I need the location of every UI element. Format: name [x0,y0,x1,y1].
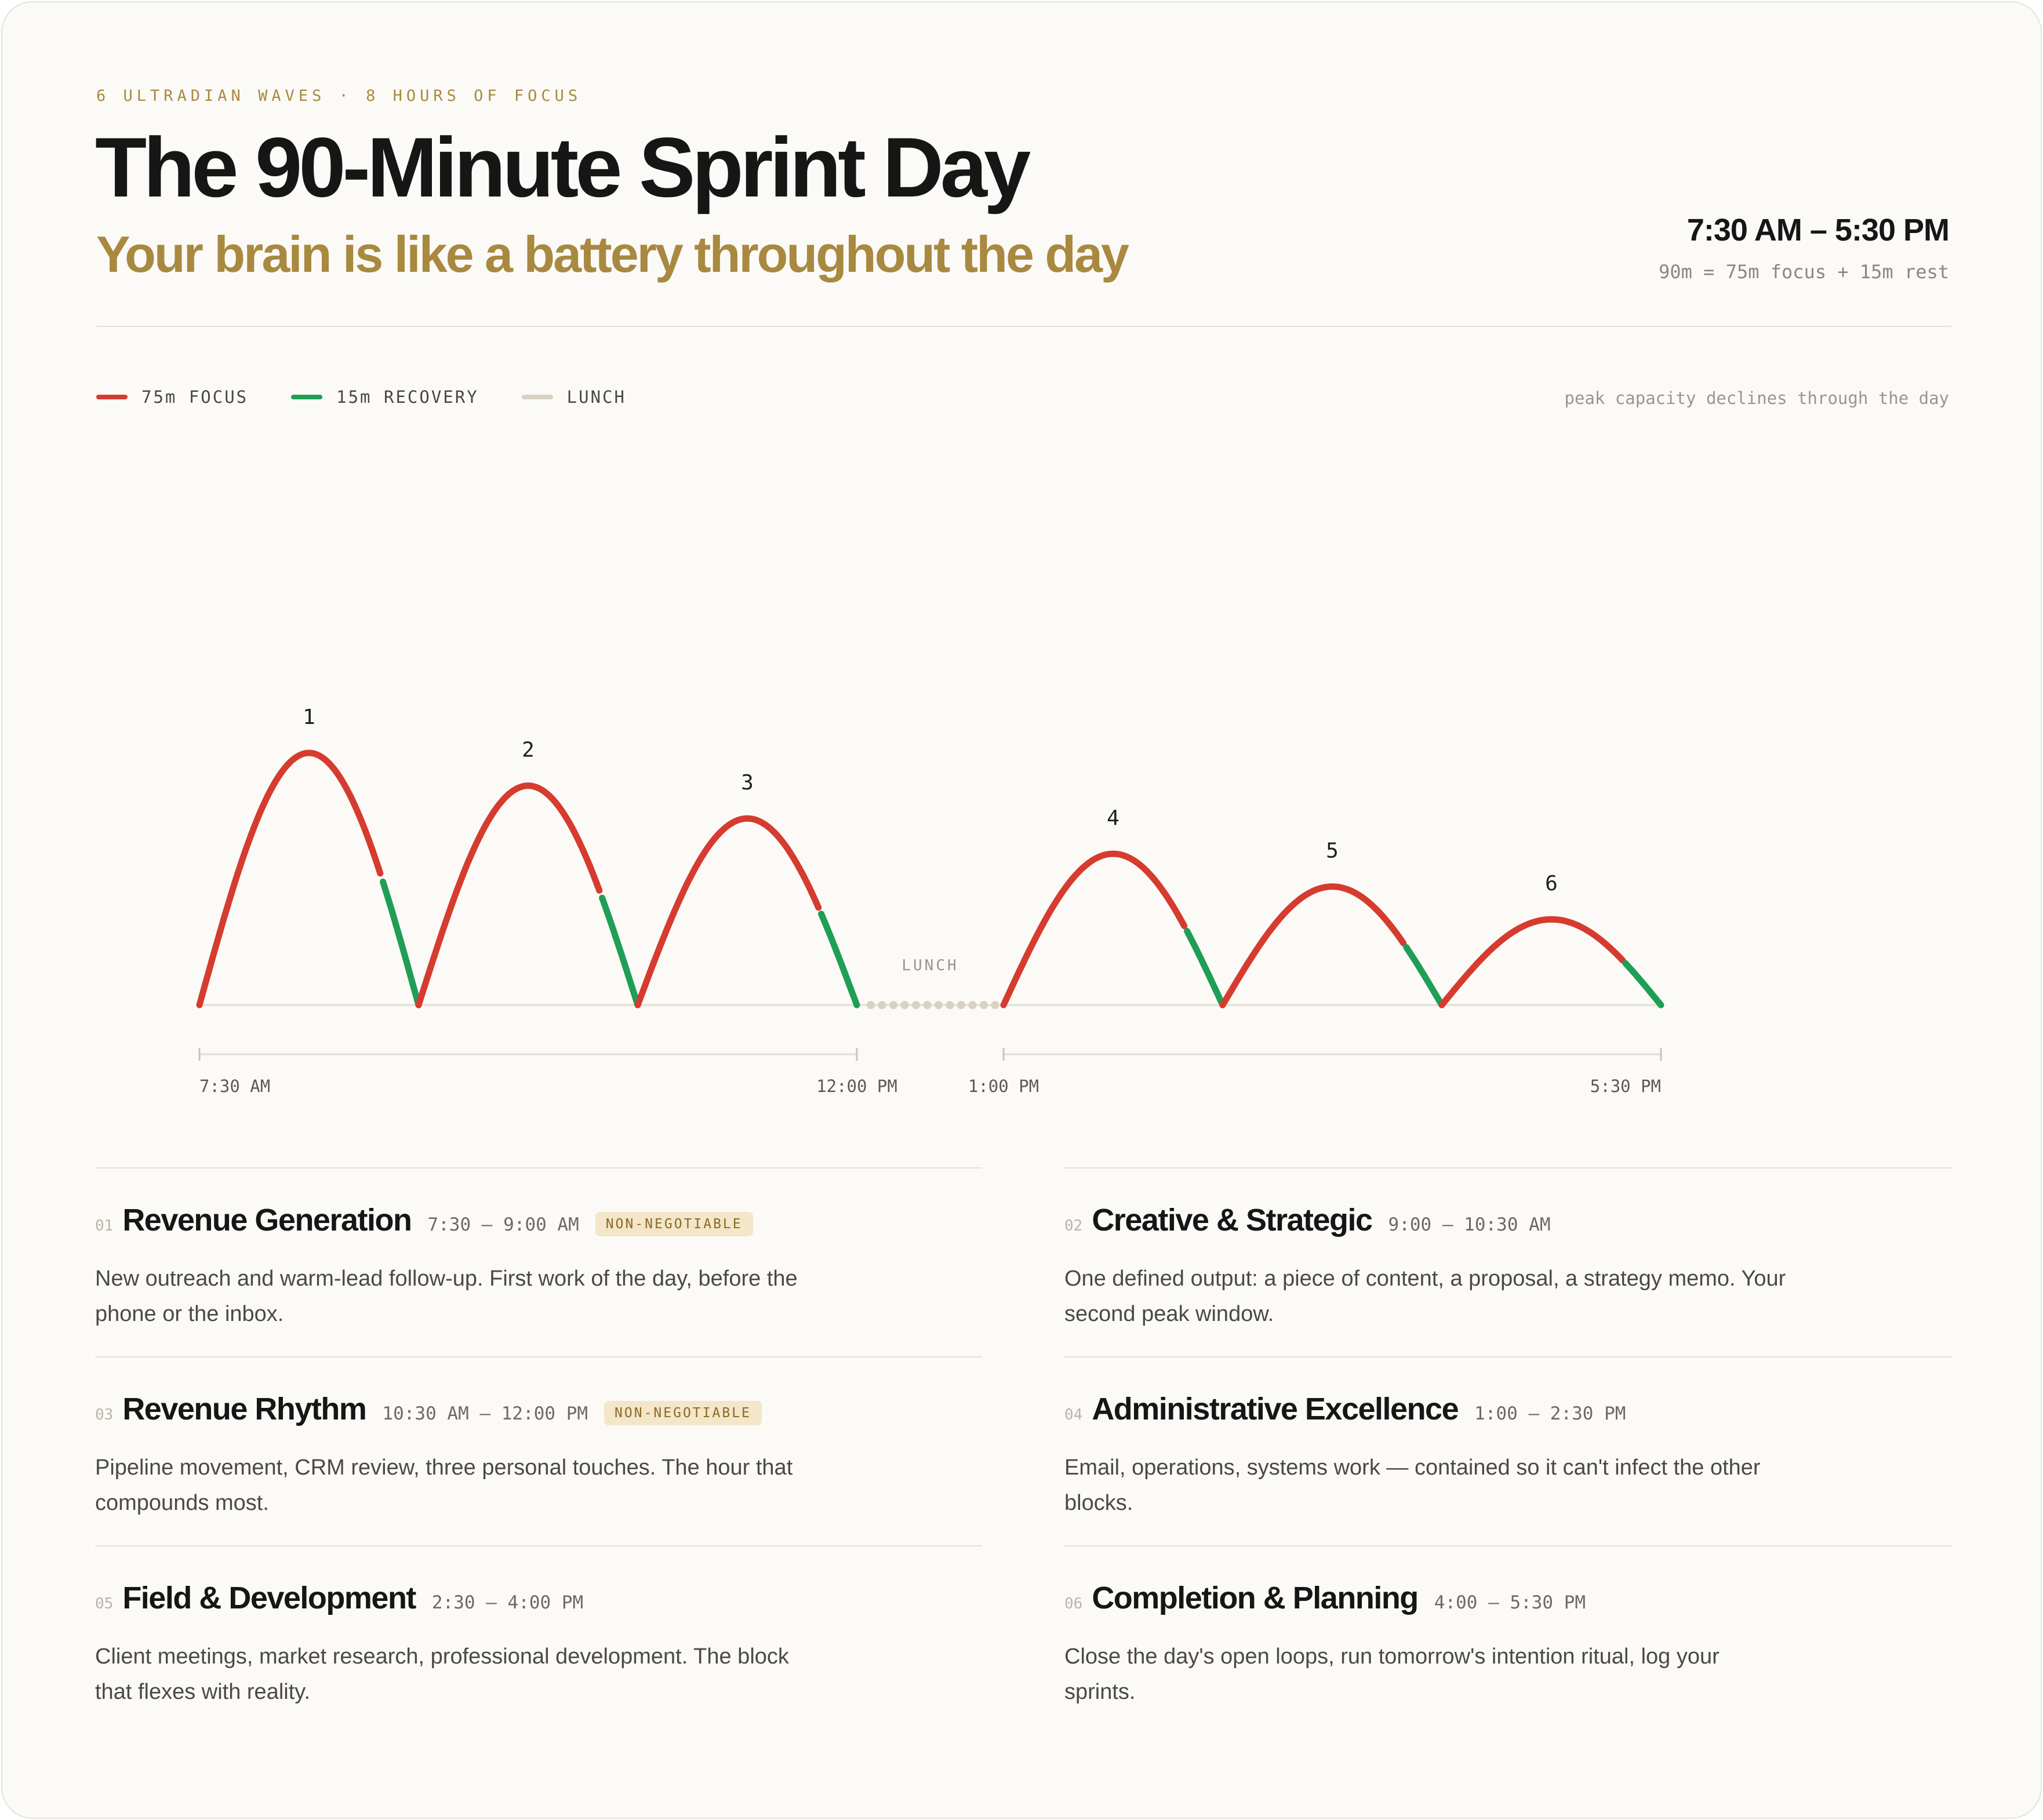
axis-tick-label: 7:30 AM [199,1076,270,1096]
wave-2-recovery-arc [599,894,641,1009]
lunch-dot [878,1001,886,1009]
wave-4-label: 4 [1107,806,1119,830]
lunch-dot [946,1001,954,1009]
wave-5-focus-arc [1219,883,1407,1009]
legend-swatch-focus [96,395,128,399]
block-revenue-generation: 01 Revenue Generation 7:30 – 9:00 AM NON… [95,1167,982,1357]
block-time: 10:30 AM – 12:00 PM [382,1403,588,1424]
wave-3-recovery-arc [818,911,860,1009]
legend-swatch-lunch [521,395,553,399]
wave-6-label: 6 [1545,872,1558,896]
block-title: Creative & Strategic [1092,1203,1373,1237]
block-completion-planning: 06 Completion & Planning 4:00 – 5:30 PM … [1064,1545,1951,1735]
block-title: Completion & Planning [1092,1581,1419,1615]
wave-1-label: 1 [303,705,315,729]
legend-item-focus: 75m FOCUS [96,387,248,407]
time-note: 90m = 75m focus + 15m rest [1659,261,1949,283]
wave-1-recovery-arc [380,878,422,1009]
wave-5-label: 5 [1326,839,1339,863]
block-description: Email, operations, systems work — contai… [1064,1455,1761,1515]
wave-2-label: 2 [522,738,535,762]
wave-5-recovery-arc [1403,944,1445,1009]
eyebrow-label: 6 ULTRADIAN WAVES · 8 HOURS OF FOCUS [96,87,582,105]
block-time: 1:00 – 2:30 PM [1474,1403,1626,1424]
block-title: Field & Development [122,1581,416,1615]
block-title: Administrative Excellence [1092,1392,1459,1426]
block-number: 02 [1064,1217,1083,1235]
lunch-dot [980,1001,988,1009]
time-range: 7:30 AM – 5:30 PM [1686,213,1950,247]
block-number: 06 [1064,1595,1083,1612]
block-description: One defined output: a piece of content, … [1064,1266,1786,1326]
lunch-dot [991,1001,999,1009]
axis-tick-label: 12:00 PM [816,1076,897,1096]
legend-label-focus: 75m FOCUS [141,387,249,407]
legend-label-lunch: LUNCH [566,387,626,407]
legend-item-lunch: LUNCH [521,387,626,407]
chart-legend: 75m FOCUS 15m RECOVERY LUNCH [96,387,669,407]
lunch-dot [867,1001,875,1009]
block-description: New outreach and warm-lead follow-up. Fi… [95,1266,798,1326]
wave-1-focus-arc [196,749,384,1009]
wave-3-focus-arc [634,815,822,1009]
block-time: 4:00 – 5:30 PM [1434,1592,1586,1613]
non-negotiable-badge: NON-NEGOTIABLE [604,1401,762,1425]
block-time: 9:00 – 10:30 AM [1388,1214,1551,1235]
header-divider [96,326,1951,327]
block-description: Client meetings, market research, profes… [95,1644,789,1704]
block-administrative-excellence: 04 Administrative Excellence 1:00 – 2:30… [1064,1356,1951,1546]
block-revenue-rhythm: 03 Revenue Rhythm 10:30 AM – 12:00 PM NO… [95,1356,982,1546]
non-negotiable-badge: NON-NEGOTIABLE [595,1212,753,1236]
block-time: 2:30 – 4:00 PM [431,1592,584,1613]
block-number: 03 [95,1406,114,1424]
legend-swatch-recovery [291,395,323,399]
lunch-dot [923,1001,932,1009]
block-creative-strategic: 02 Creative & Strategic 9:00 – 10:30 AM … [1064,1167,1951,1357]
wave-6-focus-arc [1438,916,1626,1009]
legend-note: peak capacity declines through the day [1564,388,1949,408]
block-number: 04 [1064,1406,1083,1424]
lunch-dot [968,1001,977,1009]
block-title: Revenue Generation [122,1203,412,1237]
wave-6-recovery-arc [1622,960,1664,1009]
page-title: The 90-Minute Sprint Day [95,120,1031,214]
wave-4-focus-arc [1000,850,1188,1009]
lunch-dot [900,1001,909,1009]
wave-4-recovery-arc [1184,928,1226,1009]
wave-2-focus-arc [415,782,603,1009]
block-time: 7:30 – 9:00 AM [427,1214,579,1235]
legend-item-recovery: 15m RECOVERY [291,387,479,407]
lunch-dot [957,1001,965,1009]
block-description: Pipeline movement, CRM review, three per… [95,1455,793,1515]
block-field-development: 05 Field & Development 2:30 – 4:00 PM Cl… [95,1545,982,1735]
wave-3-label: 3 [741,771,754,795]
lunch-dot [889,1001,897,1009]
axis-tick-label: 1:00 PM [968,1076,1039,1096]
lunch-label: LUNCH [901,957,958,974]
axis-tick-label: 5:30 PM [1590,1076,1661,1096]
lunch-dot [912,1001,920,1009]
wave-chart: LUNCH 1 2 3 4 5 6 7:30 AM 12:00 PM 1:00 PM 5:30 PM [196,705,1664,1096]
block-number: 05 [95,1595,114,1612]
legend-label-recovery: 15m RECOVERY [336,387,479,407]
block-description: Close the day's open loops, run tomorrow… [1064,1644,1720,1704]
page-subtitle: Your brain is like a battery throughout … [96,225,1129,283]
lunch-dot [935,1001,943,1009]
block-title: Revenue Rhythm [122,1392,367,1426]
block-number: 01 [95,1217,114,1235]
